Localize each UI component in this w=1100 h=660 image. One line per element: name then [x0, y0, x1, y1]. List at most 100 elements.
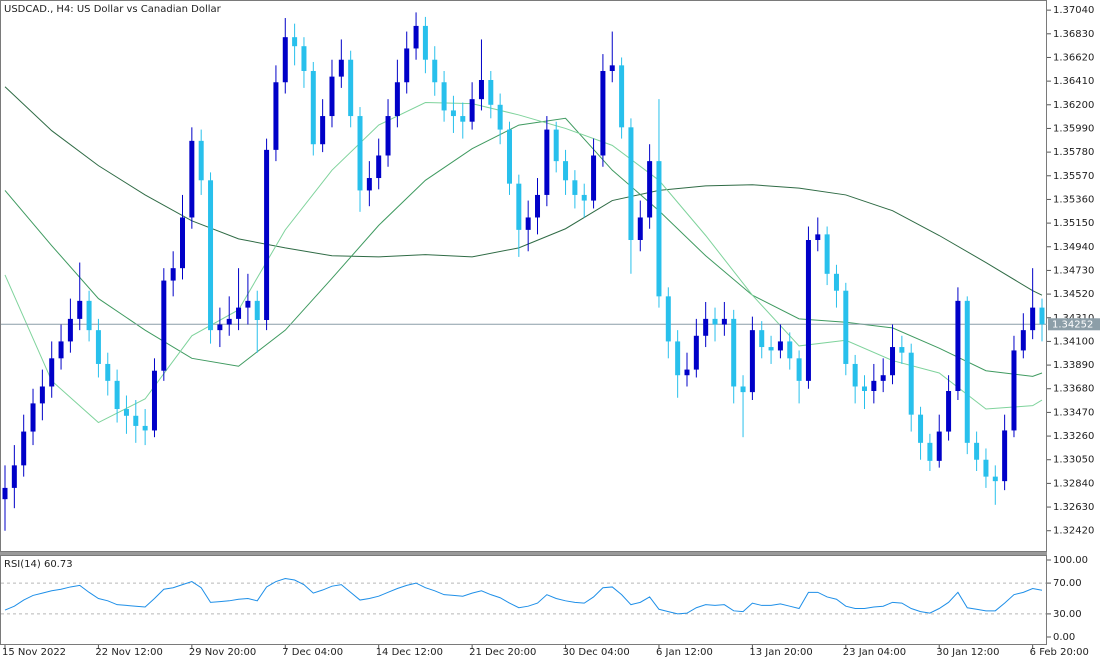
candle-body — [684, 369, 690, 376]
y-tick-label: 1.35150 — [1053, 218, 1094, 229]
candle-body — [488, 80, 494, 105]
candle-body — [133, 415, 139, 426]
candle-body — [768, 347, 774, 351]
candle-body — [310, 70, 316, 145]
candle-body — [591, 155, 597, 201]
y-tick-label: 1.34310 — [1053, 313, 1094, 324]
candle-body — [376, 155, 382, 179]
candle-body — [105, 363, 111, 381]
candle-body — [208, 180, 214, 331]
candle-body — [506, 129, 512, 184]
candle-body — [572, 180, 578, 195]
candle-body — [320, 116, 326, 145]
candle-body — [936, 431, 942, 461]
candle-body — [189, 140, 195, 218]
candle-body — [609, 65, 615, 71]
candle-body — [49, 358, 55, 387]
candle-body — [665, 296, 671, 342]
candle-body — [544, 129, 550, 195]
y-tick-label: 70.00 — [1053, 578, 1082, 589]
candle-body — [422, 25, 428, 60]
current-price-label: 1.34252 — [1052, 319, 1093, 330]
y-tick-label: 1.36620 — [1053, 52, 1094, 63]
candle-body — [366, 178, 372, 191]
candle-body — [805, 240, 811, 381]
candle-body — [273, 82, 279, 150]
y-tick-label: 30.00 — [1053, 609, 1082, 620]
candle-body — [815, 234, 821, 241]
candle-body — [1039, 307, 1045, 325]
candle-body — [871, 380, 877, 391]
candle-body — [198, 140, 204, 181]
y-tick-label: 1.36200 — [1053, 100, 1094, 111]
candle-body — [992, 476, 998, 482]
x-tick-label: 6 Feb 20:00 — [1030, 647, 1089, 658]
candle-body — [151, 370, 157, 431]
candle-body — [563, 161, 569, 181]
candle-body — [553, 129, 559, 162]
candle-body — [432, 59, 438, 83]
candle-body — [180, 217, 186, 269]
candle-body — [469, 99, 475, 122]
candle-body — [441, 82, 447, 111]
candle-body — [329, 76, 335, 117]
candle-body — [1002, 430, 1008, 482]
candle-body — [123, 409, 129, 416]
x-tick-label: 29 Nov 20:00 — [189, 647, 256, 658]
candle-body — [899, 347, 905, 353]
candle-body — [535, 194, 541, 218]
candle-body — [721, 318, 727, 325]
y-tick-label: 1.33890 — [1053, 360, 1094, 371]
candle-body — [600, 70, 606, 156]
y-tick-label: 1.32840 — [1053, 478, 1094, 489]
candle-body — [58, 341, 64, 359]
candle-body — [2, 487, 8, 500]
candle-body — [516, 183, 522, 230]
candle-body — [759, 330, 765, 348]
candle-body — [478, 80, 484, 100]
y-tick-label: 1.35780 — [1053, 147, 1094, 158]
y-tick-label: 1.35990 — [1053, 123, 1094, 134]
candle-body — [114, 380, 120, 410]
candle-body — [1011, 350, 1017, 431]
candle-body — [777, 341, 783, 351]
candle-body — [161, 280, 167, 371]
x-tick-label: 7 Dec 04:00 — [282, 647, 343, 658]
candle-body — [656, 161, 662, 297]
candle-body — [67, 318, 73, 342]
candle-body — [740, 386, 746, 393]
candle-body — [675, 341, 681, 376]
candle-body — [703, 318, 709, 336]
y-tick-label: 1.34730 — [1053, 265, 1094, 276]
candle-body — [1030, 307, 1036, 331]
y-tick-label: 1.35570 — [1053, 171, 1094, 182]
candle-body — [712, 318, 718, 325]
y-tick-label: 1.33260 — [1053, 431, 1094, 442]
candle-body — [619, 65, 625, 128]
candle-body — [647, 161, 653, 218]
candle-body — [301, 46, 307, 71]
candle-body — [217, 324, 223, 331]
candle-body — [385, 116, 391, 156]
candle-body — [955, 300, 961, 391]
candle-body — [628, 127, 634, 241]
y-tick-label: 1.32630 — [1053, 502, 1094, 513]
candle-body — [460, 116, 466, 122]
candle-body — [39, 386, 45, 404]
candle-body — [983, 459, 989, 477]
candle-body — [77, 300, 83, 319]
y-tick-label: 1.36410 — [1053, 76, 1094, 87]
candle-body — [964, 300, 970, 443]
candle-body — [86, 300, 92, 331]
x-tick-label: 6 Jan 12:00 — [656, 647, 713, 658]
candle-body — [787, 341, 793, 359]
moving-average — [4, 86, 1043, 296]
candle-body — [245, 300, 251, 308]
x-tick-label: 30 Dec 04:00 — [563, 647, 630, 658]
moving-average — [4, 102, 1043, 424]
candle-body — [236, 307, 242, 319]
y-tick-label: 1.33050 — [1053, 455, 1094, 466]
y-tick-label: 1.33470 — [1053, 407, 1094, 418]
